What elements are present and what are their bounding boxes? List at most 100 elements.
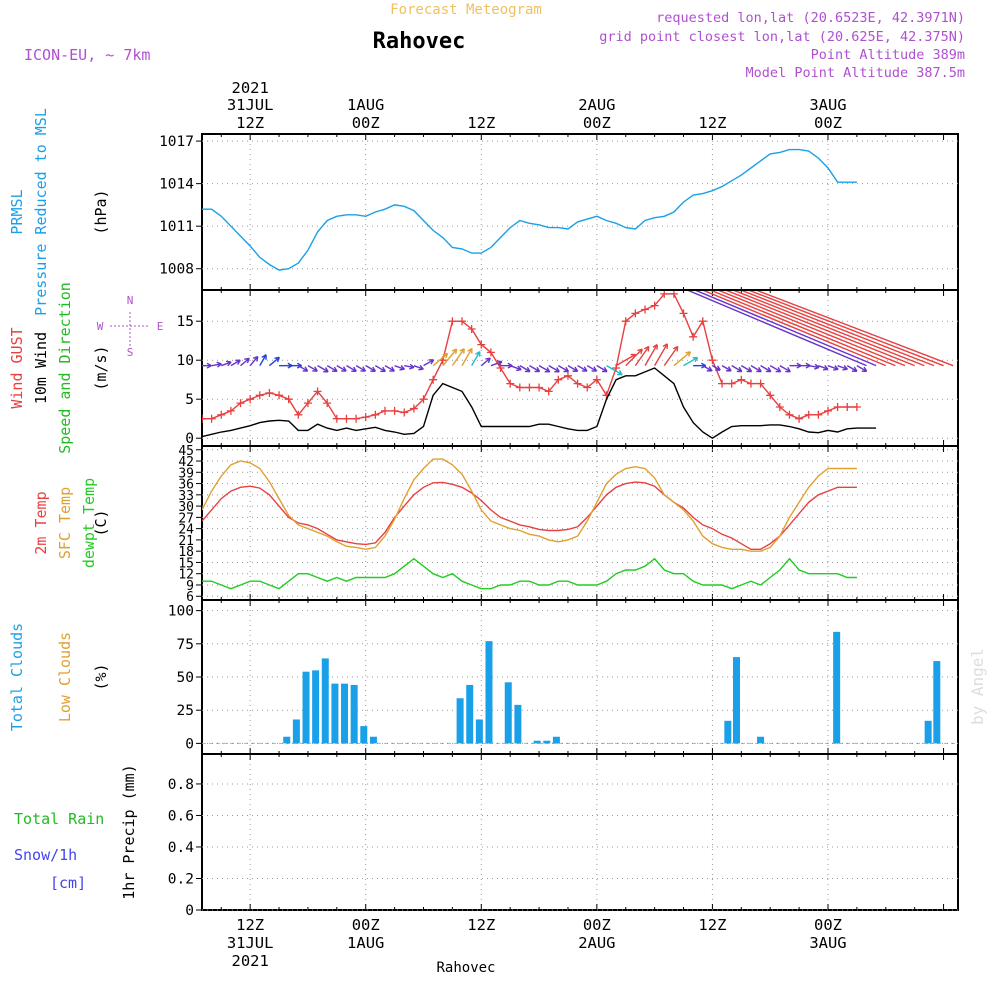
compass-s: S xyxy=(127,346,134,359)
wind-arrow-head xyxy=(524,366,531,373)
wind-arrow xyxy=(748,291,944,367)
wind-arrow-head xyxy=(833,365,839,371)
wind-arrow-head xyxy=(644,345,650,352)
wind-arrow-head xyxy=(418,364,424,371)
wind-arrow-head xyxy=(563,366,570,373)
wind-arrow xyxy=(355,365,366,372)
wind-arrow xyxy=(326,365,338,372)
time-label: 12Z xyxy=(467,916,495,934)
gust-marker xyxy=(698,317,707,326)
plot-area xyxy=(202,631,958,744)
gust-marker xyxy=(477,340,486,349)
wind-arrow xyxy=(365,365,376,372)
time-label: 00Z xyxy=(583,916,611,934)
y-tick-label: 0 xyxy=(185,736,194,752)
panel-wind: 0 5 10 15 Wind GUST 10m Wind Speed and Directi… xyxy=(8,282,959,454)
wind-arrow-head xyxy=(312,366,318,372)
wind-arrow-head xyxy=(851,366,858,372)
wind-arrow-head xyxy=(652,344,658,350)
wind-arrow-head xyxy=(601,366,608,373)
wind-arrow xyxy=(733,291,925,367)
time-label: 00Z xyxy=(583,114,611,132)
y-tick-label: 0 xyxy=(185,903,194,919)
wind-arrow xyxy=(577,365,588,372)
wind-arrow-head xyxy=(861,366,868,373)
axis-label: PRMSL xyxy=(8,189,26,234)
axis-label: dewpt Temp xyxy=(80,478,98,568)
axis-label: 2m Temp xyxy=(32,491,50,554)
wind-arrow xyxy=(490,361,503,367)
wind-arrow-head xyxy=(360,366,367,372)
y-tick-label: 75 xyxy=(177,637,194,653)
cloud-bar xyxy=(757,736,765,744)
wind-arrow xyxy=(529,365,540,373)
wind-arrow xyxy=(721,365,732,372)
gust-marker xyxy=(525,383,534,392)
gust-marker xyxy=(852,403,861,411)
gust-marker xyxy=(766,391,775,400)
wind-arrow xyxy=(596,365,608,373)
time-label: 3AUG xyxy=(809,96,846,114)
wind-arrow xyxy=(644,344,658,367)
wind-arrow xyxy=(432,352,449,367)
plot-area xyxy=(202,291,954,440)
wind-arrow xyxy=(827,365,839,371)
wind-arrow-head xyxy=(451,348,458,355)
gust-marker xyxy=(342,414,351,423)
time-label: 31JUL xyxy=(227,934,274,952)
wind-arrow xyxy=(413,365,424,370)
unit-label: (hPa) xyxy=(92,189,110,234)
wind-arrow xyxy=(654,343,668,367)
axis-label: Wind GUST xyxy=(8,327,26,408)
location-title: Rahovec xyxy=(373,29,466,54)
y-tick-label: 5 xyxy=(185,392,194,408)
cloud-bar xyxy=(283,736,291,744)
wind-arrow xyxy=(606,365,623,376)
gust-marker xyxy=(669,291,678,298)
wind-arrow-head xyxy=(544,367,551,373)
wind-arrow-head xyxy=(814,363,820,370)
wind-arrow-head xyxy=(662,343,668,349)
unit-label: (m/s) xyxy=(92,345,110,390)
axis-label: Total Clouds xyxy=(8,623,26,731)
wind-arrow xyxy=(230,359,241,367)
panel-precip: 0 0.2 0.4 0.6 0.8 Total Rain Snow/1h [cm] 1hr Pr… xyxy=(14,753,959,919)
time-label: 00Z xyxy=(352,916,380,934)
cloud-bar xyxy=(732,657,740,744)
y-tick-label: 45 xyxy=(178,444,194,459)
wind-arrow xyxy=(634,346,650,367)
wind-arrow-head xyxy=(332,366,338,373)
time-label: 2AUG xyxy=(578,96,615,114)
wind-arrow xyxy=(268,356,280,367)
gust-marker xyxy=(352,414,361,423)
gust-marker xyxy=(294,410,303,419)
gust-marker xyxy=(380,406,389,415)
cloud-bar xyxy=(292,719,300,744)
wind-arrow-head xyxy=(534,366,541,373)
cloud-bar xyxy=(341,683,349,744)
gust-marker xyxy=(202,414,206,423)
wind-arrow xyxy=(703,291,887,367)
gust-marker xyxy=(592,375,601,384)
time-label: 12Z xyxy=(698,916,726,934)
wind-arrow-head xyxy=(370,366,376,372)
wind-arrow-head xyxy=(442,352,449,359)
time-label: 00Z xyxy=(814,916,842,934)
gust-marker xyxy=(544,387,553,396)
panel-pressure: 1008 1011 1014 1017 PRMSL Pressure Reduced to… xyxy=(8,108,959,316)
gust-marker xyxy=(429,375,438,384)
wind-arrow-head xyxy=(822,364,829,371)
wind-arrow xyxy=(808,364,820,369)
wind-arrow xyxy=(451,348,465,367)
wind-arrow xyxy=(663,346,679,367)
y-tick-label: 18 xyxy=(178,545,194,560)
gust-marker xyxy=(843,403,852,411)
gust-marker xyxy=(756,379,765,388)
cloud-bar xyxy=(833,631,841,744)
wind-arrow xyxy=(731,365,743,373)
wind-arrow xyxy=(346,365,357,372)
wind-arrow-head xyxy=(428,359,435,365)
wind-arrow xyxy=(818,365,829,370)
axis-label: Low Clouds xyxy=(56,632,74,722)
y-tick-label: 1014 xyxy=(159,177,194,193)
